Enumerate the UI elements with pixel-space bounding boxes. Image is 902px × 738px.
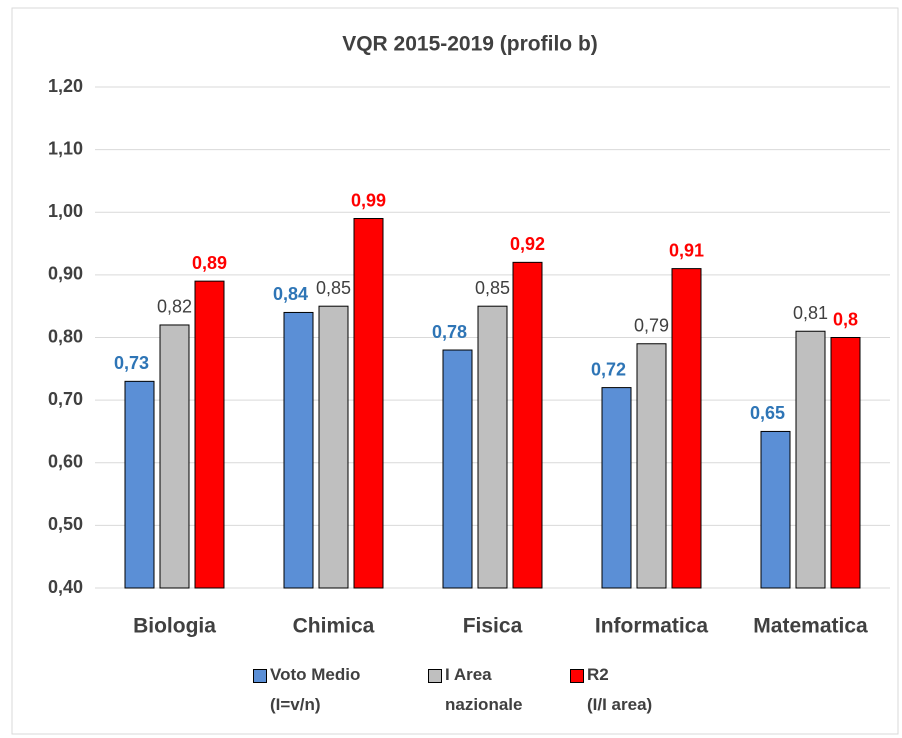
data-label: 0,84 (273, 284, 308, 304)
data-label: 0,65 (750, 403, 785, 423)
data-label: 0,85 (316, 278, 351, 298)
bar (318, 305, 349, 589)
legend-swatch (570, 669, 584, 683)
bar (512, 261, 543, 589)
data-label: 0,79 (634, 316, 669, 336)
legend-label: Voto Medio (I=v/n) (270, 665, 361, 714)
y-tick-label: 0,80 (48, 326, 83, 346)
y-tick-label: 0,40 (48, 577, 83, 597)
x-tick-label: Biologia (133, 615, 216, 638)
x-tick-label: Fisica (463, 615, 523, 638)
bar (636, 343, 667, 589)
data-label: 0,73 (114, 353, 149, 373)
legend-swatch (253, 669, 267, 683)
y-tick-label: 0,60 (48, 452, 83, 472)
y-tick-label: 1,20 (48, 76, 83, 96)
legend-swatch (428, 669, 442, 683)
x-tick-label: Chimica (293, 615, 375, 638)
bar (194, 280, 225, 589)
bar (601, 387, 632, 589)
bar (353, 218, 384, 589)
y-tick-label: 0,70 (48, 389, 83, 409)
bar (283, 311, 314, 589)
data-label: 0,72 (591, 359, 626, 379)
chart-title: VQR 2015-2019 (profilo b) (342, 33, 598, 56)
y-tick-label: 0,50 (48, 514, 83, 534)
y-tick-label: 1,00 (48, 201, 83, 221)
data-label: 0,91 (669, 240, 704, 260)
y-tick-label: 1,10 (48, 138, 83, 158)
bar (159, 324, 190, 589)
bar (795, 330, 826, 589)
x-tick-label: Matematica (753, 615, 868, 638)
bar (760, 430, 791, 589)
data-label: 0,89 (192, 253, 227, 273)
data-label: 0,85 (475, 278, 510, 298)
data-label: 0,82 (157, 297, 192, 317)
bar (477, 305, 508, 589)
bar (671, 268, 702, 589)
data-label: 0,8 (833, 309, 858, 329)
legend-label: I Area nazionale (445, 665, 523, 714)
data-label: 0,78 (432, 322, 467, 342)
bar (124, 380, 155, 589)
legend-label: R2 (I/I area) (587, 665, 653, 714)
y-tick-label: 0,90 (48, 264, 83, 284)
data-label: 0,81 (793, 303, 828, 323)
bar (830, 337, 861, 589)
x-tick-label: Informatica (595, 615, 709, 638)
data-label: 0,92 (510, 234, 545, 254)
data-label: 0,99 (351, 190, 386, 210)
bar (442, 349, 473, 589)
